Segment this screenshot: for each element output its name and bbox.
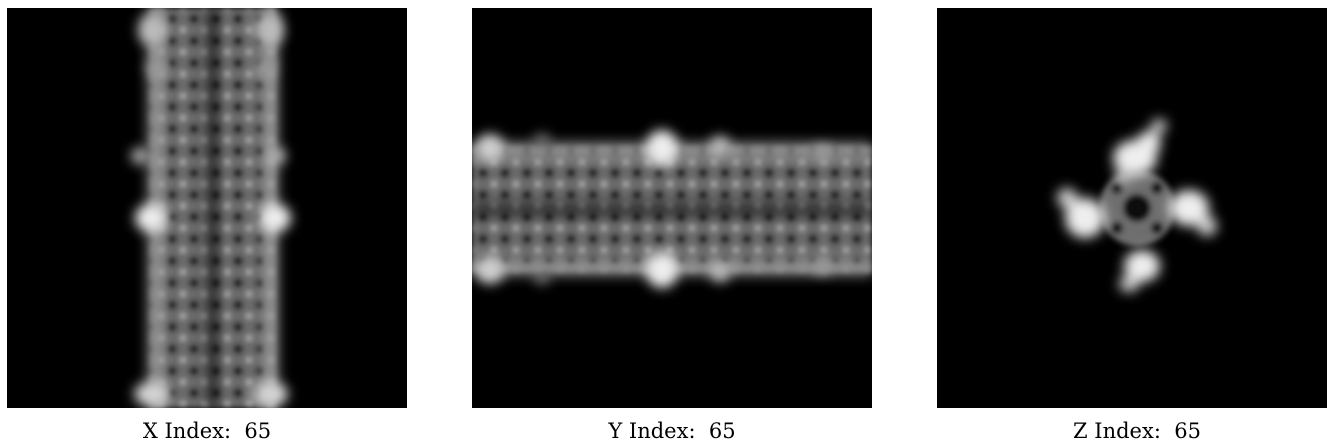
z-slice-caption: Z Index: 65 (1073, 419, 1201, 443)
y-slice-image (472, 8, 872, 408)
x-slice-caption: X Index: 65 (142, 419, 272, 443)
z-slice-panel: Z Index: 65 (937, 8, 1327, 443)
x-slice-panel: X Index: 65 (7, 8, 407, 443)
x-slice-image (7, 8, 407, 408)
y-slice-panel: Y Index: 65 (472, 8, 872, 443)
z-slice-image (937, 8, 1327, 408)
y-slice-caption: Y Index: 65 (608, 419, 736, 443)
